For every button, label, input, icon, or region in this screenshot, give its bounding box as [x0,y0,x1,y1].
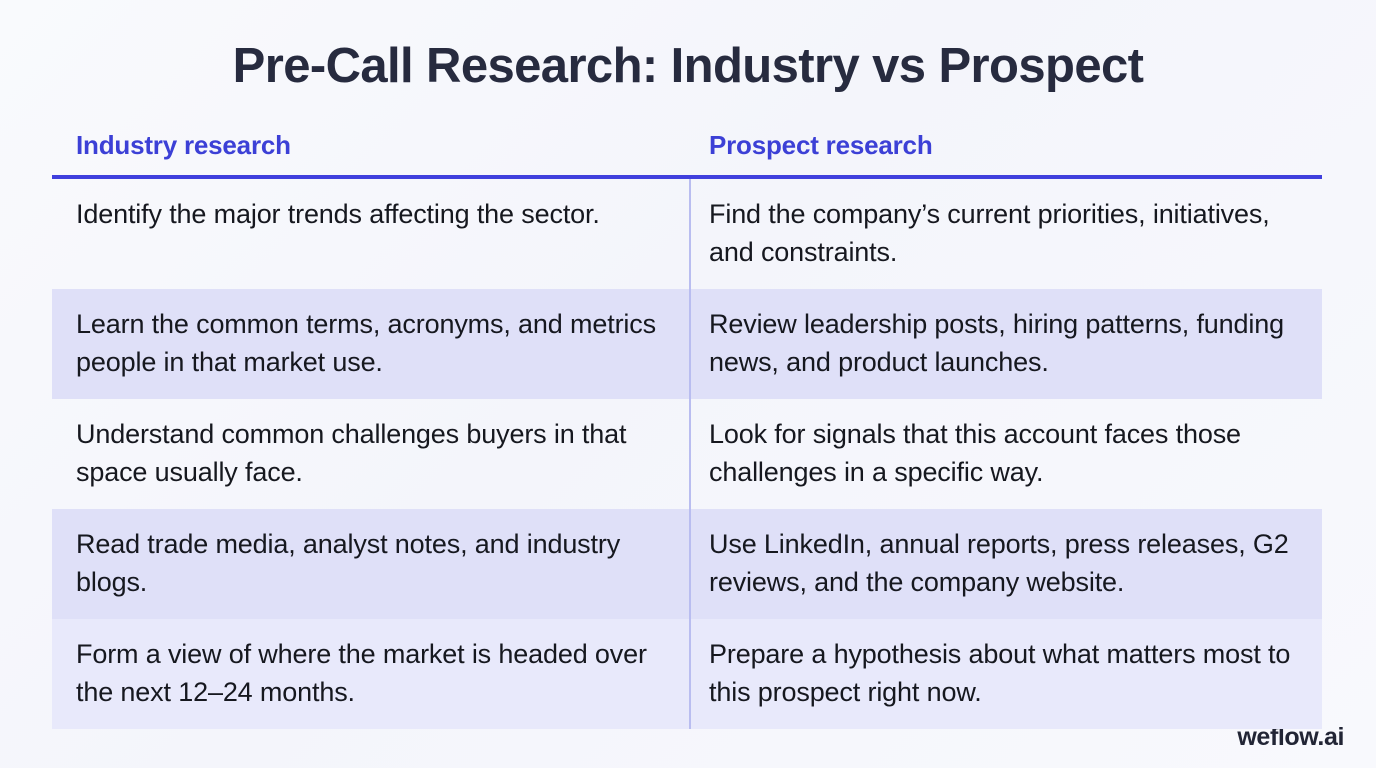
page-title: Pre-Call Research: Industry vs Prospect [232,39,1144,93]
cell-industry: Understand common challenges buyers in t… [76,419,627,487]
cell-industry: Read trade media, analyst notes, and ind… [76,529,621,597]
comparison-table: Industry research Prospect research Iden… [52,130,1322,729]
cell-industry: Identify the major trends affecting the … [76,199,600,229]
table-header-row: Industry research Prospect research [52,130,1322,179]
cell-prospect: Prepare a hypothesis about what matters … [709,639,1291,707]
table-row: Read trade media, analyst notes, and ind… [52,509,1322,619]
cell-prospect: Review leadership posts, hiring patterns… [709,309,1284,377]
cell-industry: Form a view of where the market is heade… [76,639,647,707]
cell-prospect: Look for signals that this account faces… [709,419,1241,487]
table-row: Form a view of where the market is heade… [52,619,1322,729]
table-body: Identify the major trends affecting the … [52,179,1322,729]
column-divider [689,179,691,729]
table-row: Identify the major trends affecting the … [52,179,1322,289]
table-row: Understand common challenges buyers in t… [52,399,1322,509]
table-row: Learn the common terms, acronyms, and me… [52,289,1322,399]
cell-prospect: Find the company’s current priorities, i… [709,199,1270,267]
column-header-industry-research: Industry research [76,130,291,160]
cell-prospect: Use LinkedIn, annual reports, press rele… [709,529,1289,597]
cell-industry: Learn the common terms, acronyms, and me… [76,309,656,377]
column-header-prospect-research: Prospect research [709,130,933,160]
